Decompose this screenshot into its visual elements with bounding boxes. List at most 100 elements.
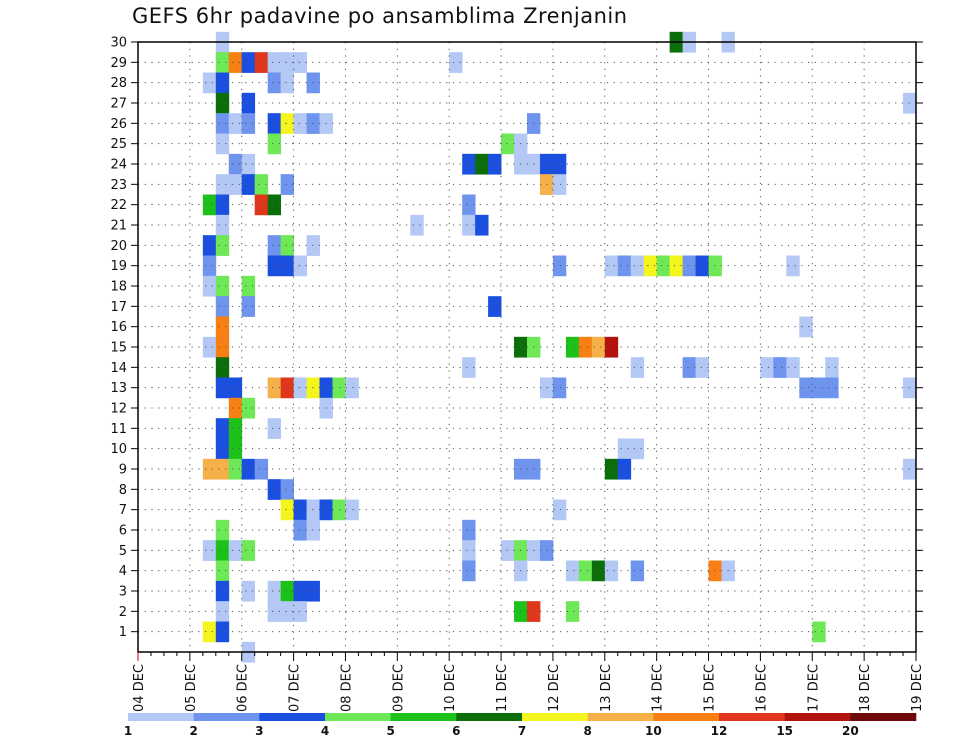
heatmap-cell (539, 153, 554, 175)
colorbar-swatch (850, 713, 917, 721)
heatmap-cell (293, 519, 307, 541)
heatmap-cell (215, 621, 230, 643)
heatmap-cell (215, 357, 230, 378)
heatmap-cell (552, 153, 567, 175)
heatmap-cell (228, 438, 243, 460)
heatmap-cell (228, 377, 243, 399)
heatmap-cell (215, 377, 230, 399)
heatmap-cell (617, 438, 632, 460)
heatmap-cell (903, 92, 917, 114)
x-tick-label: 17 DEC (806, 664, 821, 712)
heatmap-cell (475, 214, 489, 236)
heatmap-cell (215, 601, 230, 622)
colorbar-label: 4 (321, 724, 329, 738)
x-tick-label: 09 DEC (391, 664, 406, 712)
heatmap-cell (202, 336, 217, 358)
x-tick-label: 07 DEC (288, 664, 303, 712)
heatmap-cell (241, 397, 256, 419)
heatmap-cell (215, 113, 230, 134)
colorbar-label: 7 (518, 724, 526, 738)
heatmap-cell (215, 540, 230, 561)
x-tick-label: 08 DEC (339, 664, 354, 712)
colorbar-swatch (587, 713, 654, 721)
heatmap-cell (630, 357, 645, 378)
heatmap-cell (799, 377, 813, 399)
heatmap-cell (345, 377, 359, 399)
heatmap-cell (267, 113, 282, 134)
x-tick-label: 11 DEC (495, 664, 510, 712)
heatmap-cell (241, 153, 256, 175)
heatmap-cell (202, 621, 217, 643)
y-tick-label: 21 (110, 219, 127, 234)
heatmap-cell (812, 377, 826, 399)
heatmap-cell (578, 560, 593, 582)
heatmap-cell (280, 113, 294, 134)
y-tick-label: 20 (110, 239, 127, 254)
heatmap-cell (280, 580, 294, 602)
heatmap-cell (773, 357, 787, 378)
heatmap-cell (604, 458, 619, 480)
heatmap-cell (825, 377, 839, 399)
colorbar-label: 20 (842, 724, 859, 738)
heatmap-cell (293, 377, 307, 399)
heatmap-cell (293, 113, 307, 134)
x-tick-label: 06 DEC (236, 664, 251, 712)
heatmap-cell (630, 438, 645, 460)
colorbar-label: 6 (452, 724, 460, 738)
heatmap-cell (215, 519, 230, 541)
y-tick-label: 14 (110, 361, 127, 376)
heatmap-cell (825, 357, 839, 378)
heatmap-cell (254, 194, 269, 216)
heatmap-cell (630, 255, 645, 277)
colorbar-swatch (259, 713, 326, 721)
heatmap-cell (215, 174, 230, 195)
heatmap-cell (643, 255, 658, 277)
heatmap-cell (604, 560, 619, 582)
x-tick-label: 13 DEC (599, 664, 614, 712)
heatmap-cell (267, 255, 282, 277)
heatmap-cell (462, 560, 476, 582)
heatmap-cell (293, 601, 307, 622)
heatmap-cell (617, 255, 632, 277)
heatmap-cell (552, 174, 567, 195)
heatmap-cell (228, 458, 243, 480)
heatmap-cell (267, 580, 282, 602)
heatmap-cell (241, 580, 256, 602)
heatmap-cell (280, 174, 294, 195)
x-tick-label: 15 DEC (703, 664, 718, 712)
x-tick-label: 16 DEC (754, 664, 769, 712)
heatmap-cell (202, 194, 217, 216)
x-tick-label: 18 DEC (858, 664, 873, 712)
heatmap-cell (228, 397, 243, 419)
heatmap-cell (267, 418, 282, 439)
colorbar-swatch (128, 713, 194, 721)
y-tick-label: 6 (119, 524, 127, 539)
y-tick-label: 15 (110, 341, 127, 356)
y-tick-label: 13 (110, 381, 127, 396)
heatmap-cell (215, 194, 230, 216)
heatmap-cell (215, 275, 230, 297)
heatmap-cell (786, 255, 800, 277)
colorbar-label: 8 (583, 724, 591, 738)
y-tick-label: 10 (110, 442, 127, 457)
heatmap-cell (228, 52, 243, 73)
heatmap-cell (241, 296, 256, 317)
x-tick-label: 19 DEC (910, 664, 925, 712)
heatmap-cell (630, 560, 645, 582)
heatmap-cell (267, 235, 282, 256)
heatmap-cell (462, 519, 476, 541)
x-tick-label: 05 DEC (184, 664, 199, 712)
heatmap-cell (695, 357, 709, 378)
y-tick-label: 25 (110, 137, 127, 152)
heatmap-cell (280, 479, 294, 500)
heatmap-cell (254, 458, 269, 480)
y-tick-label: 5 (119, 544, 127, 559)
heatmap-cell (215, 92, 230, 114)
heatmap-cell (293, 580, 307, 602)
heatmap-cell (241, 52, 256, 73)
heatmap-cell (280, 255, 294, 277)
heatmap-cell (462, 153, 476, 175)
heatmap-cell (280, 499, 294, 521)
heatmap-cell (280, 72, 294, 94)
